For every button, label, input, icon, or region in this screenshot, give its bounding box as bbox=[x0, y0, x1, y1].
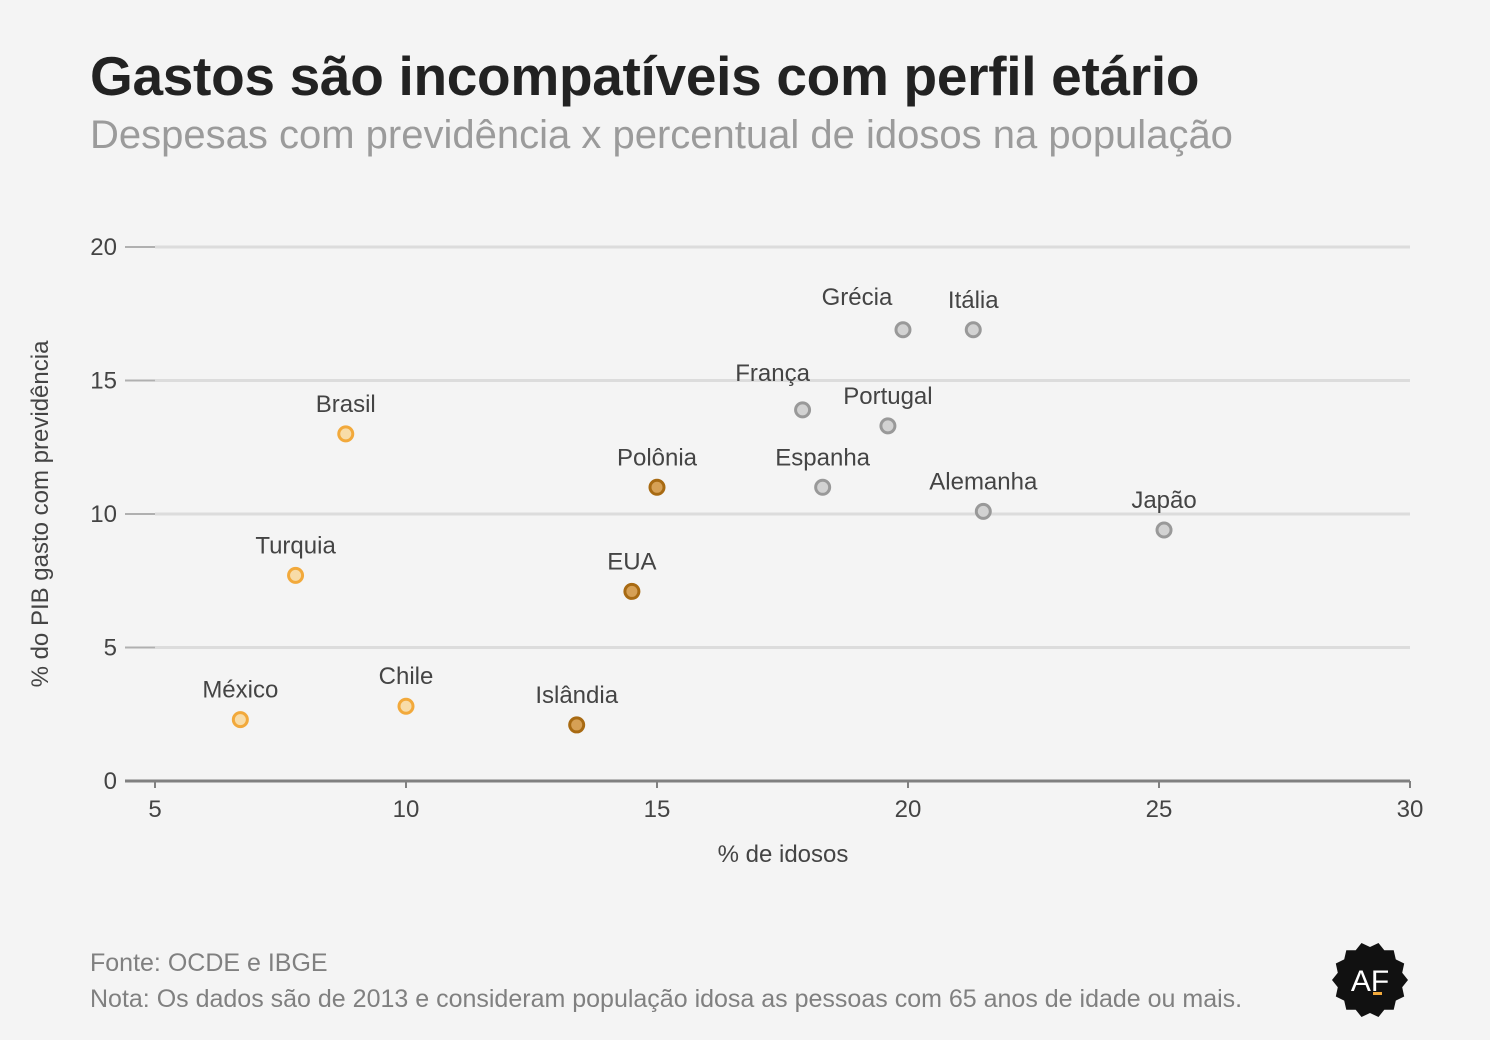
logo: AF bbox=[1332, 943, 1408, 1017]
x-tick-label-10: 10 bbox=[393, 796, 420, 823]
data-point-islandia: Islândia bbox=[535, 682, 619, 734]
point-label-alemanha: Alemanha bbox=[929, 468, 1038, 495]
point-label-portugal: Portugal bbox=[843, 383, 932, 410]
y-tick-label-10: 10 bbox=[90, 501, 117, 528]
point-label-islandia: Islândia bbox=[535, 682, 618, 709]
point-marker-chile bbox=[397, 697, 415, 715]
chart-subtitle: Despesas com previdência x percentual de… bbox=[90, 113, 1233, 157]
x-tick-label-25: 25 bbox=[1146, 796, 1173, 823]
data-point-mexico: México bbox=[202, 677, 278, 729]
point-label-italia: Itália bbox=[948, 287, 999, 314]
point-label-japao: Japão bbox=[1131, 487, 1196, 514]
point-label-franca: França bbox=[735, 360, 810, 387]
point-label-grecia: Grécia bbox=[822, 284, 893, 311]
y-tick-label-15: 15 bbox=[90, 368, 117, 395]
data-point-eua: EUA bbox=[607, 548, 657, 600]
data-point-polonia: Polônia bbox=[617, 444, 698, 496]
chart-title: Gastos são incompatíveis com perfil etár… bbox=[90, 45, 1199, 107]
point-label-eua: EUA bbox=[607, 548, 656, 575]
point-marker-brasil bbox=[337, 425, 355, 443]
point-marker-polonia bbox=[648, 478, 666, 496]
data-point-italia: Itália bbox=[948, 287, 999, 339]
logo-accent-mark bbox=[1373, 992, 1382, 995]
point-marker-japao bbox=[1155, 521, 1173, 539]
point-marker-franca bbox=[794, 401, 812, 419]
x-tick-label-15: 15 bbox=[644, 796, 671, 823]
point-marker-alemanha bbox=[974, 502, 992, 520]
data-point-turquia: Turquia bbox=[255, 532, 336, 584]
gridlines bbox=[155, 245, 1410, 649]
source-note: Fonte: OCDE e IBGE bbox=[90, 949, 328, 977]
point-label-espanha: Espanha bbox=[775, 444, 870, 471]
logo-seal-icon bbox=[1332, 943, 1408, 1017]
point-label-mexico: México bbox=[202, 677, 278, 704]
data-point-alemanha: Alemanha bbox=[929, 468, 1038, 520]
y-tick-label-20: 20 bbox=[90, 234, 117, 261]
point-label-chile: Chile bbox=[379, 663, 434, 690]
point-marker-espanha bbox=[814, 478, 832, 496]
data-point-chile: Chile bbox=[379, 663, 434, 715]
point-marker-grecia bbox=[894, 321, 912, 339]
data-point-portugal: Portugal bbox=[843, 383, 933, 435]
y-tick-label-0: 0 bbox=[104, 768, 117, 795]
data-point-espanha: Espanha bbox=[775, 444, 871, 496]
x-tick-label-5: 5 bbox=[148, 796, 161, 823]
point-marker-eua bbox=[623, 582, 641, 600]
data-point-brasil: Brasil bbox=[316, 391, 376, 443]
x-axis-ticks: 5 10 15 20 25 30 bbox=[148, 781, 1423, 823]
y-axis-ticks: 0 5 10 15 20 bbox=[90, 234, 155, 795]
x-tick-label-20: 20 bbox=[895, 796, 922, 823]
logo-text: AF bbox=[1351, 965, 1389, 998]
footnote: Nota: Os dados são de 2013 e consideram … bbox=[90, 985, 1242, 1013]
point-marker-mexico bbox=[231, 711, 249, 729]
point-marker-portugal bbox=[879, 417, 897, 435]
data-point-franca: França bbox=[735, 360, 812, 419]
point-marker-islandia bbox=[568, 716, 586, 734]
x-axis-label: % de idosos bbox=[718, 841, 849, 868]
data-point-grecia: Grécia bbox=[822, 284, 912, 339]
y-tick-label-5: 5 bbox=[104, 635, 117, 662]
point-marker-turquia bbox=[287, 566, 305, 584]
y-axis-label: % do PIB gasto com previdência bbox=[27, 340, 54, 688]
data-points: Brasil Turquia México Chile Polônia EUA Islând… bbox=[202, 284, 1197, 734]
x-tick-label-30: 30 bbox=[1397, 796, 1424, 823]
point-marker-italia bbox=[964, 321, 982, 339]
point-label-polonia: Polônia bbox=[617, 444, 698, 471]
data-point-japao: Japão bbox=[1131, 487, 1197, 539]
point-label-brasil: Brasil bbox=[316, 391, 376, 418]
point-label-turquia: Turquia bbox=[255, 532, 336, 559]
